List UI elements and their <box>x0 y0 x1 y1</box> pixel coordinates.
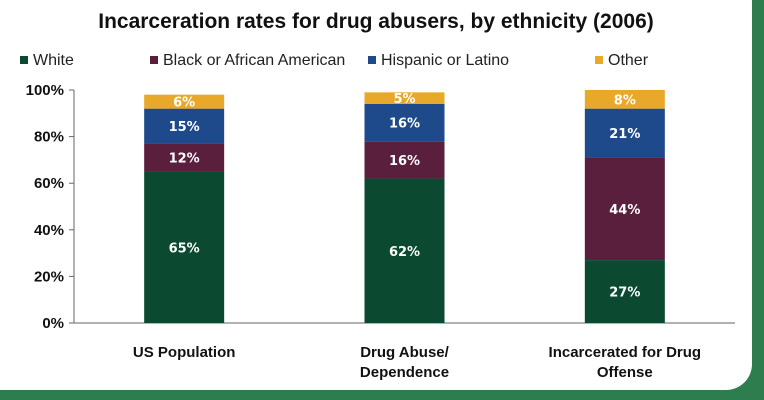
category-label-1-1: Dependence <box>360 364 449 381</box>
bars: 65% 12% 15% 6% 62% 16% 16% 5% 27% 44% 21% 8% <box>144 90 665 323</box>
category-label-0-0: US Population <box>133 344 236 361</box>
chart-title: Incarceration rates for drug abusers, by… <box>98 10 654 33</box>
legend-label-2: Hispanic or Latino <box>381 52 509 69</box>
stacked-bar-chart: Incarceration rates for drug abusers, by… <box>20 10 735 381</box>
bar-segment-1-1 <box>364 141 445 179</box>
bar-segment-1-2 <box>364 103 445 142</box>
category-labels: US Population Drug Abuse/Dependence Incarc… <box>133 344 701 381</box>
data-label-1-2: 16% <box>389 117 420 132</box>
legend-label-1: Black or African American <box>163 52 345 69</box>
legend-label-3: Other <box>608 52 649 69</box>
bar-segment-2-1 <box>584 157 665 261</box>
legend-swatch-1 <box>150 56 158 64</box>
chart-panel: Incarceration rates for drug abusers, by… <box>0 0 752 390</box>
category-label-2-0: Incarcerated for Drug <box>549 344 702 361</box>
data-label-1-3: 5% <box>393 92 415 107</box>
bar-segment-0-3 <box>144 94 225 109</box>
data-label-2-0: 27% <box>609 286 640 301</box>
bar-segment-1-3 <box>364 92 445 104</box>
bar-segment-2-2 <box>584 108 665 158</box>
bar-segment-0-1 <box>144 143 225 172</box>
bar-segment-0-2 <box>144 108 225 144</box>
y-tick-label-5: 100% <box>26 82 64 99</box>
legend-swatch-3 <box>595 56 603 64</box>
data-label-2-1: 44% <box>609 203 640 218</box>
bar-segment-1-0 <box>364 178 445 323</box>
data-label-1-1: 16% <box>389 154 420 169</box>
data-label-0-3: 6% <box>173 96 195 111</box>
data-label-0-0: 65% <box>169 241 200 256</box>
bar-segment-2-3 <box>584 90 665 109</box>
y-tick-label-3: 60% <box>34 175 64 192</box>
data-label-2-2: 21% <box>609 127 640 142</box>
legend-swatch-2 <box>368 56 376 64</box>
bar-segment-0-0 <box>144 171 225 323</box>
bar-segment-2-0 <box>584 260 665 323</box>
y-tick-label-1: 20% <box>34 268 64 285</box>
legend-swatch-0 <box>20 56 28 64</box>
legend-label-0: White <box>33 52 74 69</box>
legend: White Black or African American Hispanic o… <box>20 52 649 69</box>
data-label-0-2: 15% <box>169 120 200 135</box>
category-label-2-1: Offense <box>597 364 653 381</box>
y-tick-label-2: 40% <box>34 222 64 239</box>
y-tick-label-4: 80% <box>34 129 64 146</box>
data-label-1-0: 62% <box>389 245 420 260</box>
data-label-0-1: 12% <box>169 152 200 167</box>
data-label-2-3: 8% <box>614 93 636 108</box>
category-label-1-0: Drug Abuse/ <box>360 344 449 361</box>
y-tick-label-0: 0% <box>42 315 64 332</box>
